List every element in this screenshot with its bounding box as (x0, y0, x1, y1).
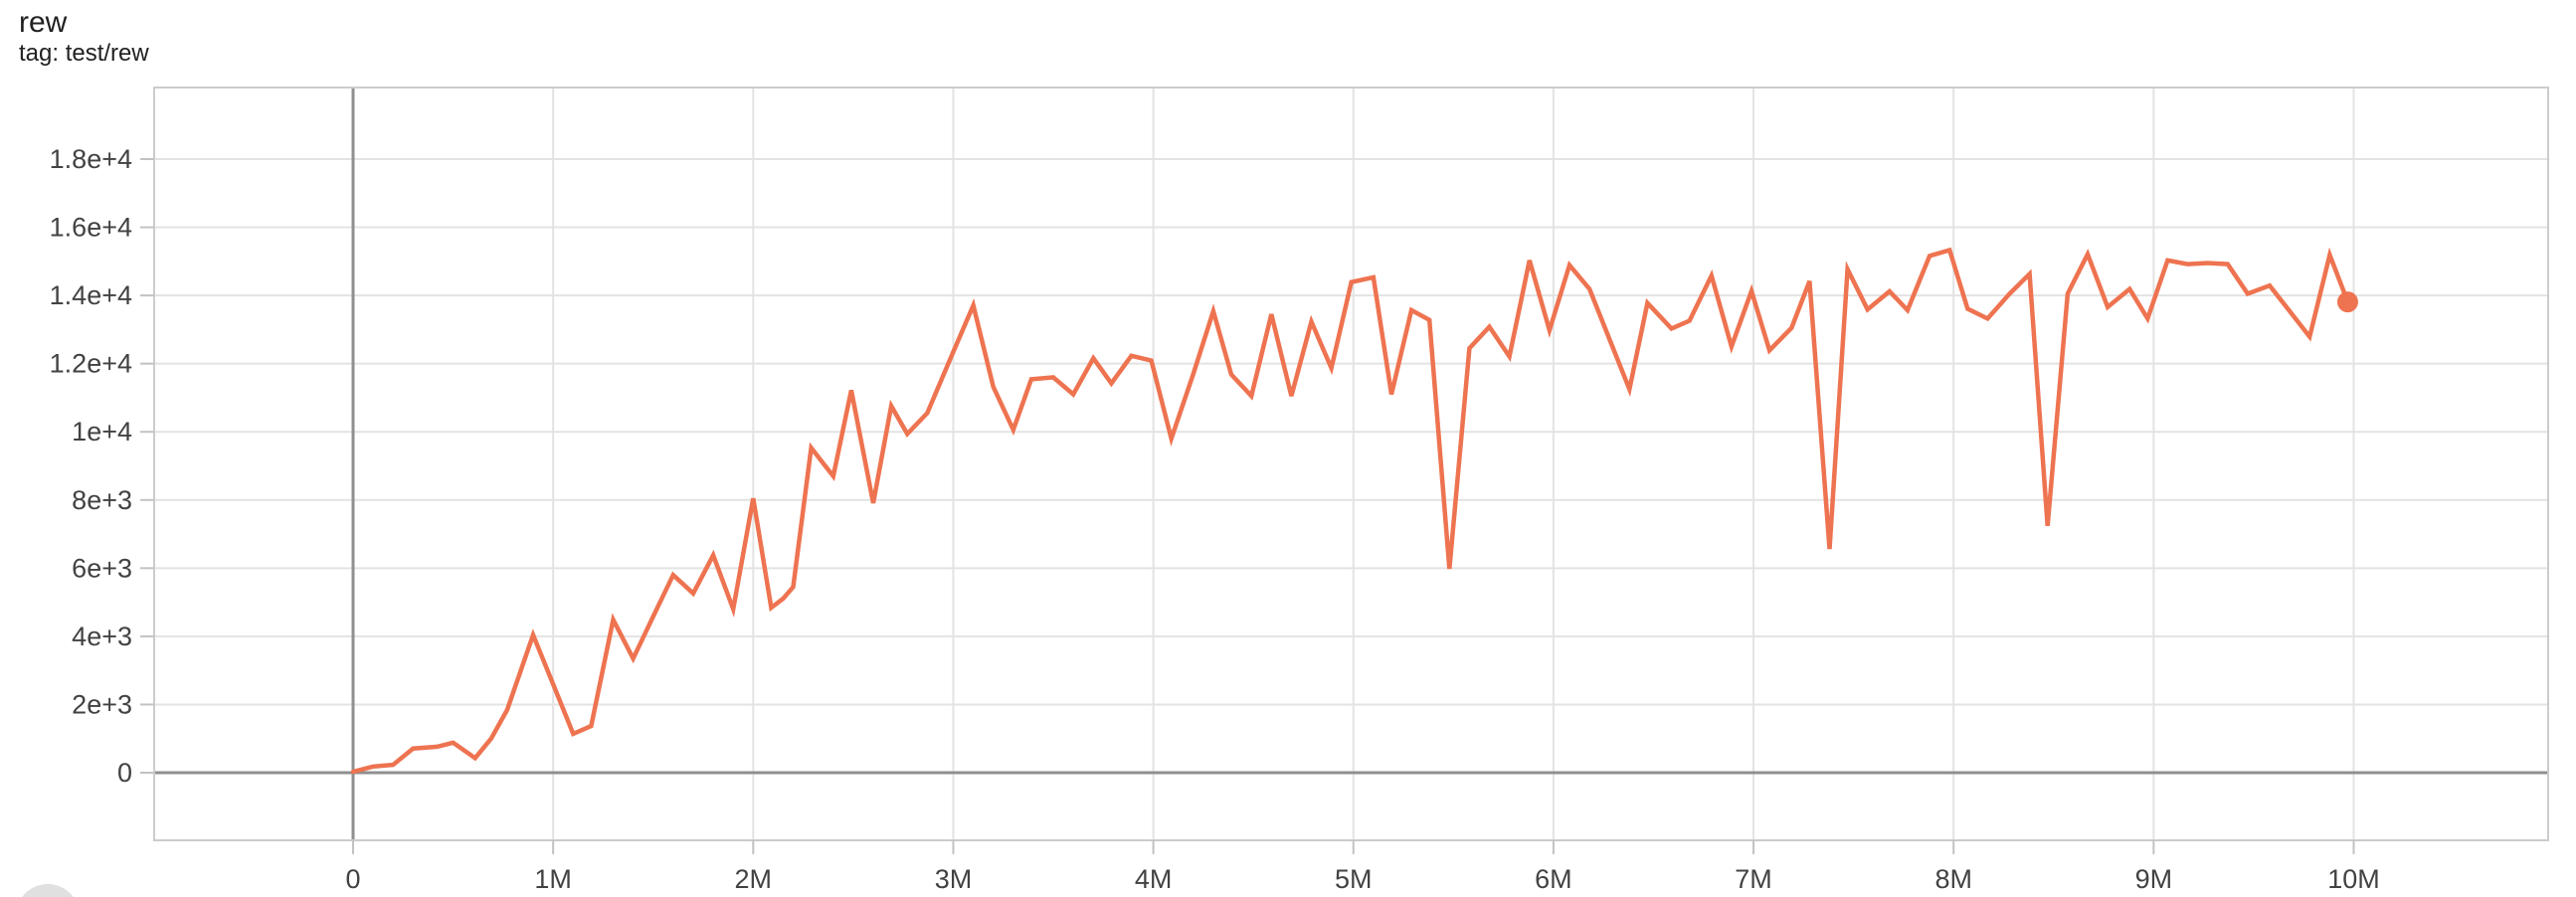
x-tick-label: 6M (1535, 864, 1572, 894)
x-tick-label: 9M (2135, 864, 2173, 894)
y-tick-label: 1e+4 (72, 417, 132, 447)
x-tick-label: 4M (1135, 864, 1173, 894)
y-tick-label: 6e+3 (72, 553, 132, 583)
y-tick-label: 1.4e+4 (50, 280, 132, 310)
plot-border (153, 87, 2549, 841)
y-tick-label: 1.8e+4 (50, 144, 132, 174)
x-tick-label: 0 (345, 864, 360, 894)
x-tick-label: 10M (2327, 864, 2380, 894)
x-tick-label: 2M (735, 864, 773, 894)
y-tick-label: 1.2e+4 (50, 349, 132, 379)
x-tick-label: 5M (1335, 864, 1373, 894)
final-value-marker (2336, 291, 2358, 313)
series-line (350, 247, 2350, 775)
x-tick-label: 8M (1934, 864, 1972, 894)
x-tick-label: 7M (1735, 864, 1772, 894)
chart-title: rew (19, 6, 68, 39)
x-tick-label: 1M (534, 864, 572, 894)
y-tick-label: 0 (117, 758, 132, 788)
y-tick-label: 4e+3 (72, 622, 132, 651)
chart-subtitle: tag: test/rew (19, 40, 149, 67)
y-tick-label: 1.6e+4 (50, 213, 132, 243)
y-tick-label: 8e+3 (72, 485, 132, 515)
y-tick-label: 2e+3 (72, 689, 132, 719)
x-tick-label: 3M (935, 864, 973, 894)
